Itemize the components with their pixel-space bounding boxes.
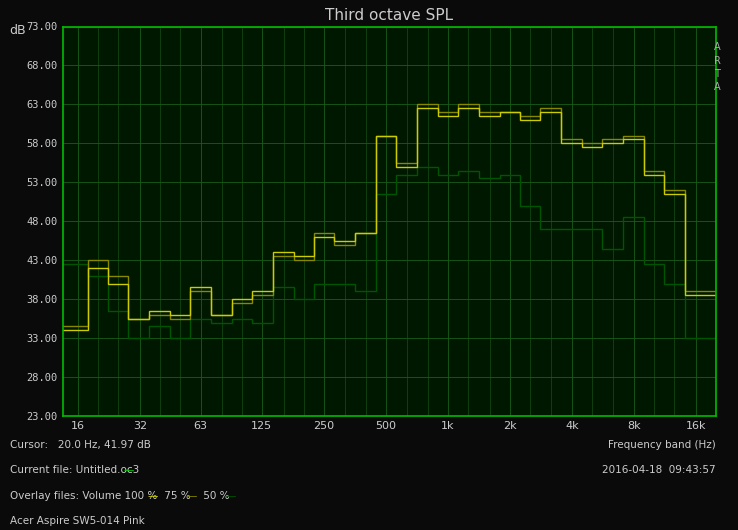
Text: R: R <box>714 56 721 66</box>
Text: Current file: Untitled.oc3: Current file: Untitled.oc3 <box>10 465 139 475</box>
Text: —: — <box>124 465 134 475</box>
Text: 2016-04-18  09:43:57: 2016-04-18 09:43:57 <box>602 465 716 475</box>
Text: A: A <box>714 42 720 52</box>
Text: dB: dB <box>10 24 27 38</box>
Text: Cursor:   20.0 Hz, 41.97 dB: Cursor: 20.0 Hz, 41.97 dB <box>10 440 151 450</box>
Title: Third octave SPL: Third octave SPL <box>325 7 453 23</box>
Text: —: — <box>226 491 236 501</box>
Text: T: T <box>714 69 720 79</box>
Text: Overlay files: Volume 100 %: Overlay files: Volume 100 % <box>10 491 157 501</box>
Text: —: — <box>148 491 158 501</box>
Text: 50 %: 50 % <box>200 491 230 501</box>
Text: Acer Aspire SW5-014 Pink: Acer Aspire SW5-014 Pink <box>10 516 145 526</box>
Text: 75 %: 75 % <box>161 491 190 501</box>
Text: —: — <box>187 491 197 501</box>
Text: Frequency band (Hz): Frequency band (Hz) <box>608 440 716 450</box>
Text: A: A <box>714 82 720 92</box>
